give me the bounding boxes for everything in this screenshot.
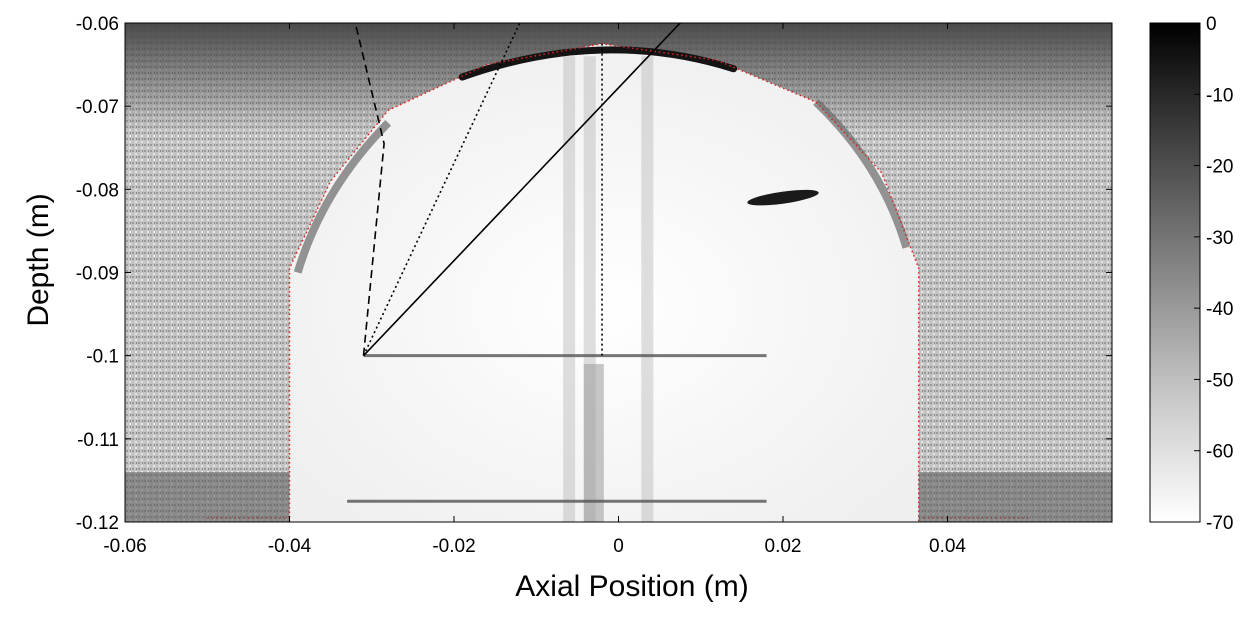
x-tick-label: -0.06 — [103, 536, 146, 557]
colorbar-tick-label: -10 — [1206, 85, 1233, 106]
y-tick-label: -0.06 — [76, 14, 119, 35]
y-axis: -0.06 -0.07 -0.08 -0.09 -0.1 -0.11 -0.12 — [76, 14, 1112, 534]
skull-top-arc — [458, 46, 738, 81]
vertical-streak — [641, 56, 654, 522]
dark-spot — [747, 189, 819, 206]
x-tick-label: 0.02 — [765, 536, 802, 557]
colorbar-tick-label: -60 — [1206, 442, 1233, 463]
ray-path-solid — [362, 23, 681, 357]
ray-path-dotted — [362, 23, 521, 357]
colorbar-tick-label: -30 — [1206, 228, 1233, 249]
y-tick-label: -0.12 — [76, 513, 119, 534]
bottom-left-band — [125, 472, 290, 522]
vertical-streak — [563, 56, 576, 522]
x-tick-label: 0.04 — [929, 536, 966, 557]
y-tick-label: -0.07 — [76, 97, 119, 118]
plot-area — [125, 23, 1112, 522]
x-tick-label: -0.04 — [268, 536, 312, 557]
bottom-right-band — [918, 472, 1112, 522]
x-tick-label: -0.02 — [432, 536, 475, 557]
skull-left-shade — [293, 119, 392, 274]
x-axis-label: Axial Position (m) — [515, 570, 748, 603]
colorbar-tick-label: 0 — [1206, 14, 1217, 35]
y-tick-label: -0.1 — [86, 347, 119, 368]
y-tick-label: -0.09 — [76, 264, 119, 285]
colorbar-ticks: 0 -10 -20 -30 -40 -50 -60 -70 — [1194, 14, 1233, 534]
inner-region — [289, 43, 919, 522]
x-tick-label: 0 — [613, 536, 624, 557]
colorbar-tick-label: -50 — [1206, 370, 1233, 391]
vertical-streak — [583, 363, 604, 522]
y-tick-label: -0.08 — [76, 180, 119, 201]
y-tick-label: -0.11 — [77, 430, 119, 451]
ray-path-dashed — [354, 23, 385, 356]
colorbar-tick-label: -70 — [1206, 513, 1233, 534]
skull-right-shade — [813, 99, 911, 249]
colorbar-tick-label: -40 — [1206, 299, 1233, 320]
colorbar — [1149, 22, 1201, 523]
x-axis: -0.06 -0.04 -0.02 0 0.02 0.04 — [103, 23, 966, 557]
colorbar-tick-label: -20 — [1206, 157, 1233, 178]
y-axis-label: Depth (m) — [22, 193, 55, 326]
